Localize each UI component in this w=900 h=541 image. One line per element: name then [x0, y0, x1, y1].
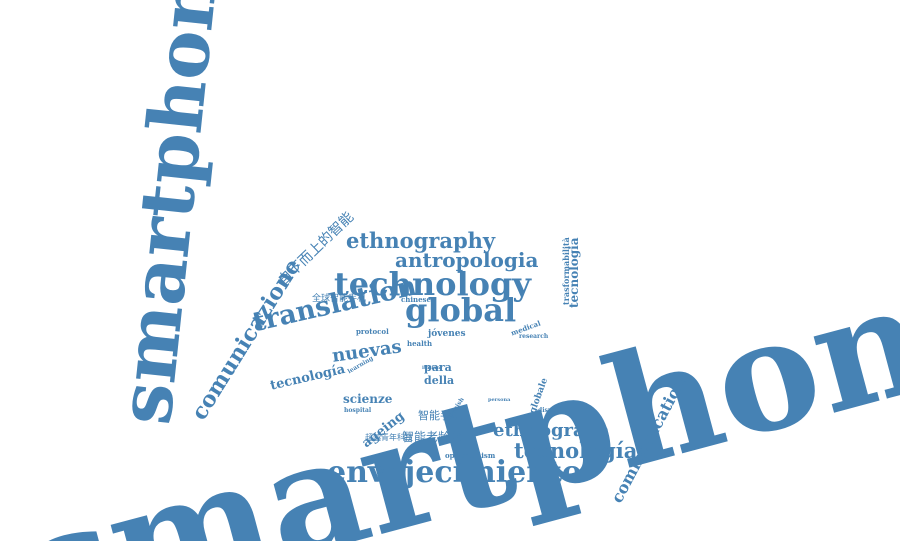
- word-technology: technology: [334, 265, 531, 303]
- word-chinese: chinese: [401, 295, 431, 304]
- word-dispositivo: dispositivo: [538, 407, 575, 414]
- word-persona: persona: [488, 397, 511, 403]
- word-zh-smartphone: 智能手机: [418, 409, 462, 422]
- word-tecnologia-es: tecnología: [268, 361, 347, 394]
- word-para: para: [424, 361, 452, 374]
- word-zh-smart-ageing: 智能老龄化: [402, 430, 463, 444]
- word-health: health: [407, 339, 433, 348]
- word-zh-beyond-youth-tech: 超越青年科技: [365, 433, 413, 442]
- word-hospital: hospital: [344, 407, 372, 414]
- word-jovenes: jóvenes: [428, 329, 466, 339]
- word-della: della: [424, 374, 455, 387]
- word-protocol: protocol: [356, 327, 389, 336]
- word-trasformabilita: trasformabilità: [561, 237, 571, 305]
- word-global: global: [405, 291, 517, 329]
- word-tecnologias: tecnologías: [514, 438, 650, 463]
- word-ethnografia: ethnografia: [493, 420, 610, 441]
- word-antropologia: antropologia: [395, 248, 539, 272]
- word-italian: italian: [422, 365, 441, 371]
- word-research: research: [519, 333, 549, 340]
- word-zh-global-smartphone: 全球智能手机: [312, 294, 367, 304]
- word-ethnography: ethnography: [346, 228, 496, 253]
- word-opportunism: opportunism: [445, 451, 496, 460]
- word-envejecimiento: envejecimiento: [327, 455, 582, 490]
- word-scienze: scienze: [343, 392, 393, 406]
